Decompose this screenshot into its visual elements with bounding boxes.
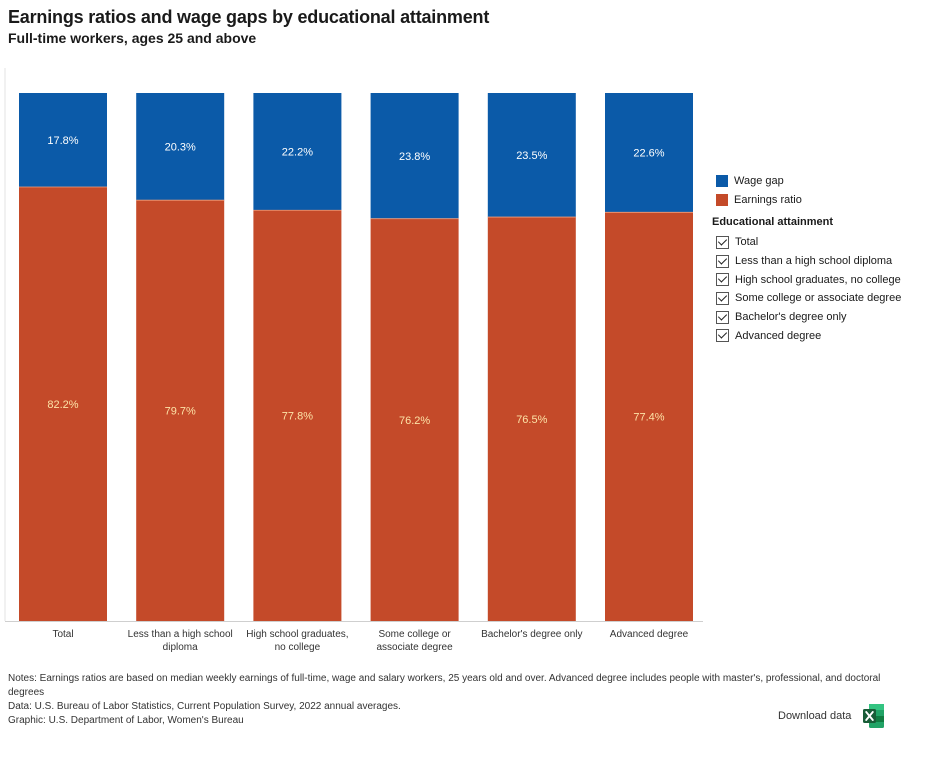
filter-total[interactable]: Total xyxy=(716,233,901,252)
bar-earnings-ratio xyxy=(605,212,693,621)
filter-label: Bachelor's degree only xyxy=(735,311,847,324)
legend-item-wage-gap[interactable]: Wage gap xyxy=(716,171,802,190)
data-label-earnings-ratio: 82.2% xyxy=(47,399,78,411)
bar-wage-gap xyxy=(19,93,107,187)
legend-item-earnings-ratio[interactable]: Earnings ratio xyxy=(716,190,802,209)
category-label: no college xyxy=(275,642,321,653)
checkbox-checked-icon[interactable] xyxy=(716,235,729,249)
category-label: Total xyxy=(52,629,73,640)
category-label: Bachelor's degree only xyxy=(481,629,582,640)
bar-earnings-ratio xyxy=(487,217,576,621)
bar-wage-gap xyxy=(253,93,342,211)
checkbox-checked-icon[interactable] xyxy=(716,273,729,287)
stacked-bar-chart: 17.8% 82.2% Total 20.3% 79.7% Less than a hig… xyxy=(4,68,703,653)
data-label-wage-gap: 17.8% xyxy=(47,135,78,147)
filter-label: High school graduates, no college xyxy=(735,273,901,286)
chart-title: Earnings ratios and wage gaps by educati… xyxy=(8,7,490,27)
filter-label: Total xyxy=(735,236,759,249)
filter-advanced[interactable]: Advanced degree xyxy=(716,326,901,345)
filter-bachelors[interactable]: Bachelor's degree only xyxy=(716,308,901,327)
data-source: Data: U.S. Bureau of Labor Statistics, C… xyxy=(8,701,401,712)
bar-earnings-ratio xyxy=(370,218,459,621)
excel-icon xyxy=(863,703,885,729)
checkbox-checked-icon[interactable] xyxy=(716,254,729,268)
bar-earnings-ratio xyxy=(136,200,225,621)
legend-label: Earnings ratio xyxy=(734,193,802,206)
data-label-wage-gap: 23.5% xyxy=(516,150,547,162)
earnings-ratio-swatch xyxy=(716,193,728,206)
bar-earnings-ratio xyxy=(253,210,342,621)
filter-label: Some college or associate degree xyxy=(735,292,902,305)
graphic-credit: Graphic: U.S. Department of Labor, Women… xyxy=(8,715,244,726)
category-label: associate degree xyxy=(377,642,454,653)
legend-label: Wage gap xyxy=(734,174,784,187)
bar-earnings-ratio xyxy=(19,186,107,621)
data-label-wage-gap: 22.2% xyxy=(282,147,313,159)
filter-high-school-graduates[interactable]: High school graduates, no college xyxy=(716,270,901,289)
category-label: Less than a high school xyxy=(128,629,233,640)
filter-label: Advanced degree xyxy=(735,329,822,342)
checkbox-checked-icon[interactable] xyxy=(716,291,729,305)
bar-wage-gap xyxy=(605,93,693,213)
notes-text: Notes: Earnings ratios are based on medi… xyxy=(8,673,881,698)
bar-wage-gap xyxy=(487,93,576,218)
category-label: High school graduates, xyxy=(246,629,348,640)
category-label: Some college or xyxy=(378,629,451,640)
data-label-wage-gap: 20.3% xyxy=(165,142,196,154)
data-label-wage-gap: 23.8% xyxy=(399,151,430,163)
filter-less-than-high-school[interactable]: Less than a high school diploma xyxy=(716,252,901,271)
chart-subtitle: Full-time workers, ages 25 and above xyxy=(8,30,257,46)
attainment-filter: Total Less than a high school diploma Hi… xyxy=(716,233,901,345)
filter-some-college[interactable]: Some college or associate degree xyxy=(716,289,901,308)
filter-label: Less than a high school diploma xyxy=(735,255,893,268)
chart-notes: Notes: Earnings ratios are based on medi… xyxy=(8,672,918,728)
data-label-earnings-ratio: 76.5% xyxy=(516,414,547,426)
checkbox-checked-icon[interactable] xyxy=(716,310,729,324)
category-label: Advanced degree xyxy=(610,629,689,640)
download-label: Download data xyxy=(778,710,852,722)
data-label-earnings-ratio: 77.8% xyxy=(282,411,313,423)
checkbox-checked-icon[interactable] xyxy=(716,329,729,343)
bar-wage-gap xyxy=(136,93,225,201)
wage-gap-swatch xyxy=(716,174,728,187)
data-label-earnings-ratio: 79.7% xyxy=(165,406,196,418)
bar-wage-gap xyxy=(370,93,459,219)
download-data-button[interactable]: Download data xyxy=(778,703,885,729)
legend: Wage gap Earnings ratio xyxy=(716,171,802,209)
filter-heading: Educational attainment xyxy=(712,216,834,228)
data-label-wage-gap: 22.6% xyxy=(633,148,664,160)
category-label: diploma xyxy=(163,642,198,653)
data-label-earnings-ratio: 76.2% xyxy=(399,415,430,427)
data-label-earnings-ratio: 77.4% xyxy=(633,412,664,424)
